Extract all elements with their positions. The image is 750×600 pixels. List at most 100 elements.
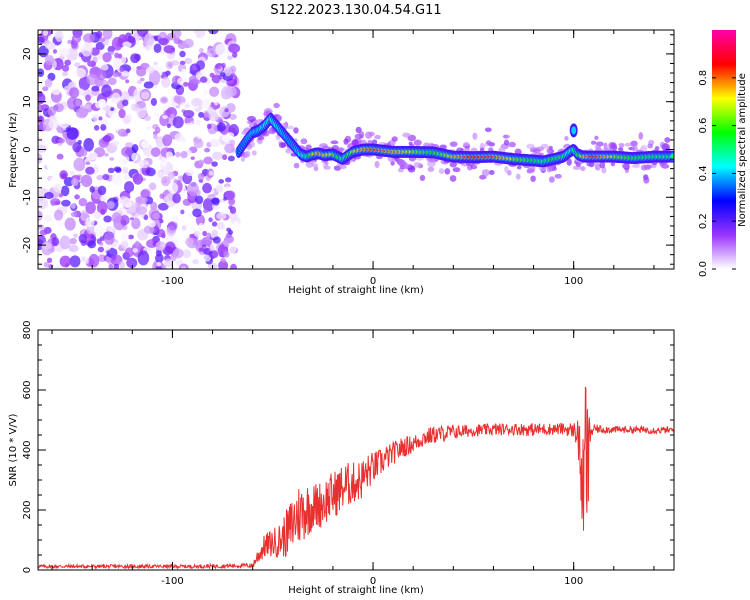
noise-blob (163, 45, 175, 54)
signal-halo (323, 165, 331, 170)
noise-blob (227, 155, 235, 162)
noise-blob (70, 40, 78, 49)
noise-blob (224, 108, 229, 113)
noise-blob (130, 53, 140, 64)
noise-blob (87, 240, 97, 249)
noise-blob (44, 191, 54, 200)
noise-blob (83, 103, 90, 110)
noise-blob (120, 90, 130, 103)
signal-halo (293, 127, 299, 134)
noise-blob (224, 186, 230, 192)
noise-blob (211, 98, 218, 103)
signal-halo (630, 140, 638, 147)
noise-blob (59, 235, 71, 250)
noise-blob (96, 174, 104, 181)
noise-blob (212, 197, 220, 206)
signal-halo (247, 115, 256, 122)
spectrogram-area (38, 30, 674, 269)
noise-blob (190, 156, 195, 160)
colorbar-tick-label: 0.8 (698, 70, 709, 86)
noise-blob (220, 257, 226, 263)
signal-halo (594, 163, 601, 171)
noise-blob (81, 256, 86, 262)
signal-halo (472, 132, 478, 140)
noise-blob (81, 148, 88, 157)
signal-halo (516, 165, 522, 170)
y-tick-label: 200 (22, 500, 33, 519)
noise-blob (168, 221, 178, 231)
noise-blob (96, 200, 108, 215)
noise-blob (127, 36, 136, 44)
noise-blob (101, 64, 109, 71)
noise-blob (111, 36, 123, 51)
noise-blob (228, 205, 233, 210)
signal-halo (566, 158, 572, 166)
noise-blob (143, 214, 149, 221)
noise-blob (38, 104, 45, 113)
noise-blob (49, 209, 55, 215)
noise-blob (38, 136, 44, 145)
noise-blob (51, 237, 60, 247)
noise-blob (153, 133, 158, 140)
noise-blob (184, 237, 194, 247)
signal-halo (564, 135, 569, 141)
noise-blob (100, 123, 107, 131)
noise-blob (75, 99, 82, 107)
noise-blob (202, 90, 208, 96)
signal-halo (631, 164, 641, 169)
signal-halo (594, 135, 599, 141)
noise-blob (172, 192, 181, 204)
signal-halo (643, 176, 650, 184)
noise-blob (58, 47, 71, 57)
signal-halo (449, 141, 458, 147)
noise-blob (181, 224, 187, 231)
noise-blob (172, 116, 184, 129)
noise-blob (42, 30, 49, 37)
noise-blob (98, 241, 104, 246)
noise-blob (195, 119, 201, 126)
signal-halo (343, 138, 349, 145)
signal-halo (313, 166, 319, 172)
snr-x-ticks: -100 0 100 (51, 330, 655, 587)
noise-blob (208, 217, 213, 223)
signal-halo (599, 161, 606, 169)
noise-blob (58, 220, 65, 228)
x-tick-label: 100 (564, 276, 583, 287)
noise-blob (74, 223, 83, 231)
noise-blob (187, 213, 193, 218)
signal-halo (661, 143, 670, 151)
noise-blob (198, 48, 204, 54)
noise-blob (135, 206, 148, 215)
noise-blob (180, 209, 185, 215)
noise-blob (44, 41, 56, 50)
noise-blob (136, 79, 143, 85)
noise-blob (121, 70, 130, 77)
noise-blob (187, 182, 199, 196)
noise-blob (172, 215, 179, 223)
signal-halo (486, 140, 492, 145)
noise-blob (200, 76, 208, 83)
noise-blob (167, 182, 179, 194)
x-tick-label: 0 (370, 276, 376, 287)
noise-blob (50, 198, 61, 206)
signal-halo (396, 158, 403, 165)
noise-blob (96, 70, 107, 81)
noise-blob (74, 62, 81, 68)
noise-blob (180, 151, 188, 159)
noise-blob (225, 177, 232, 183)
noise-blob (140, 91, 150, 100)
noise-blob (164, 241, 176, 254)
snr-panel: -100 0 100 0 200 400 600 800 Height of straigh… (8, 320, 675, 596)
noise-blob (88, 253, 100, 268)
noise-blob (198, 159, 205, 165)
noise-blob (81, 132, 87, 137)
colorbar-ticks: 0.0 0.2 0.4 0.6 0.8 (698, 70, 736, 277)
noise-blob (54, 264, 62, 269)
signal-halo (293, 162, 300, 169)
noise-blob (190, 97, 203, 107)
noise-blob (83, 33, 95, 43)
signal-halo (608, 141, 617, 150)
noise-blob (198, 222, 204, 229)
noise-blob (135, 66, 147, 77)
noise-blob (158, 37, 169, 46)
